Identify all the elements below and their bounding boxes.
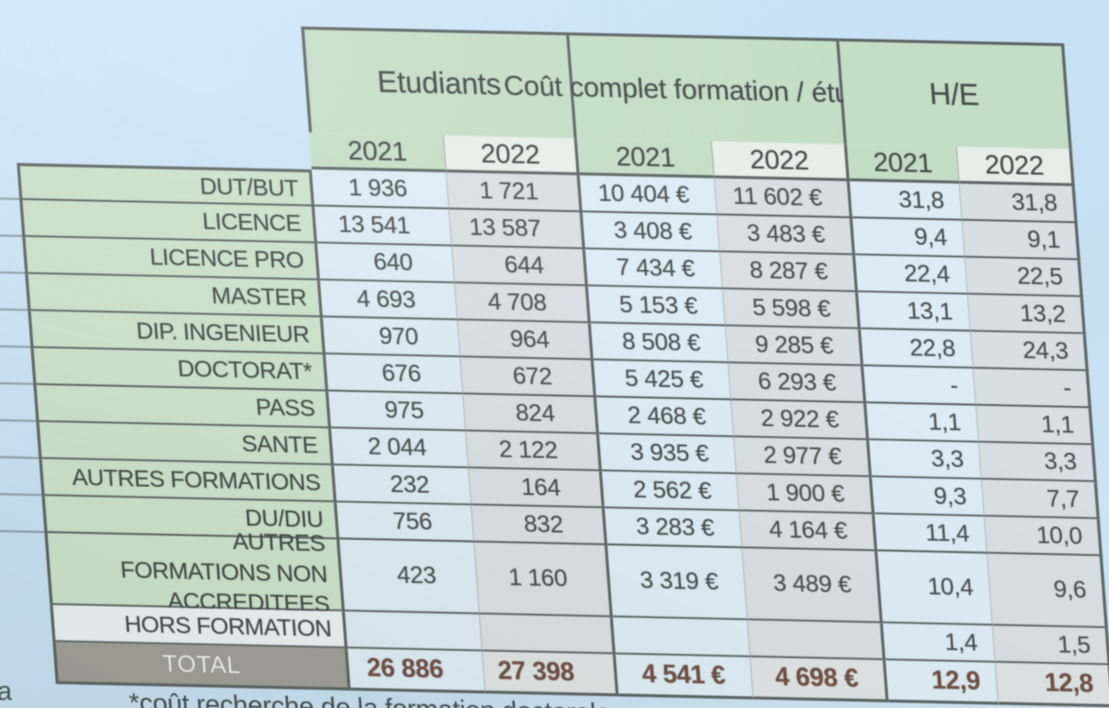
table-cell: 8 508 € (590, 323, 729, 364)
total-cell: 12,8 (995, 662, 1109, 708)
table-cell: 4 708 (455, 283, 591, 324)
year-header-cout-2022: 2022 (711, 141, 850, 182)
table-cell: 9,3 (871, 477, 985, 517)
table-cell: - (973, 368, 1092, 409)
table-cell (344, 611, 483, 652)
table-cell: 13,1 (858, 292, 971, 332)
cost-per-student-table: Etudiants Coût complet formation / étudi… (6, 20, 1109, 708)
table-cell: 5 153 € (588, 286, 726, 327)
total-cell: 12,9 (885, 660, 999, 705)
table-cell: 2 044 (331, 428, 469, 469)
table-cell: 22,5 (965, 257, 1084, 298)
table-cell: 2 468 € (596, 397, 735, 438)
table-cell: 2 122 (466, 431, 602, 472)
total-cell: 26 886 (347, 648, 486, 694)
table-cell: 22,8 (860, 329, 974, 369)
table-cell: 164 (468, 468, 605, 509)
table-cell: 24,3 (970, 331, 1089, 372)
table-cell: 3 319 € (607, 545, 748, 621)
table-grid: Etudiants Coût complet formation / étudi… (6, 20, 1109, 708)
table-cell: 232 (333, 465, 472, 506)
table-cell: 13 587 (449, 209, 586, 250)
col-group-he: H/E (839, 38, 1072, 150)
table-cell: 1,1 (866, 403, 980, 443)
table-cell: 11,4 (874, 514, 988, 554)
table-cell: 1 936 (311, 169, 450, 210)
table-cell: 832 (471, 505, 608, 546)
table-cell: 3 408 € (582, 212, 721, 253)
table-cell: 22,4 (855, 255, 969, 295)
table-cell: 423 (339, 539, 480, 615)
year-header-he-2021: 2021 (846, 144, 960, 184)
table-cell: 7 434 € (585, 249, 724, 290)
table-cell: 2 977 € (734, 437, 872, 478)
table-cell: 824 (463, 394, 600, 435)
table-cell: 3,3 (869, 440, 982, 480)
table-cell: - (863, 366, 977, 406)
table-cell: 9,1 (962, 220, 1081, 261)
table-cell: 13,2 (968, 294, 1086, 335)
col-group-cout: Coût complet formation / étudiant (503, 32, 911, 145)
total-cell: 27 398 (482, 651, 619, 697)
table-cell: 1 900 € (736, 474, 875, 515)
total-cell: 4 541 € (615, 654, 754, 700)
table-cell: 3 483 € (717, 215, 856, 256)
table-cell: 672 (460, 357, 597, 398)
table-cell: 640 (317, 243, 456, 284)
table-cell: 2 922 € (731, 400, 870, 441)
total-row-label: TOTAL (52, 642, 351, 691)
table-cell: 10 404 € (579, 175, 718, 216)
row-label: AUTRES FORMATIONS NON ACCREDITEES (44, 528, 345, 617)
table-cell: 3 935 € (599, 434, 737, 475)
table-cell: 3 489 € (742, 548, 883, 624)
table-cell: 10,4 (877, 551, 993, 626)
header-spacer (6, 20, 309, 132)
edge-text-fragment: a (0, 676, 13, 706)
table-cell: 4 693 (320, 280, 458, 321)
table-cell: 1,1 (976, 405, 1095, 446)
year-header-he-2022: 2022 (956, 146, 1075, 187)
table-cell: 975 (328, 391, 467, 432)
table-cell (747, 620, 886, 661)
table-cell: 3 283 € (604, 508, 743, 549)
table-cell: 1 721 (446, 172, 583, 213)
table-cell: 8 287 € (720, 252, 859, 293)
table-cell (612, 617, 751, 658)
table-cell (479, 614, 616, 655)
year-header-etudiants-2022: 2022 (443, 135, 580, 176)
table-cell: 644 (452, 246, 589, 287)
table-cell: 13 541 (314, 206, 453, 247)
table-cell: 11 602 € (714, 178, 853, 219)
table-cell: 4 164 € (739, 511, 878, 552)
table-cell: 676 (325, 354, 464, 395)
table-cell: 7,7 (981, 479, 1100, 520)
table-cell: 756 (336, 502, 475, 543)
table-cell: 5 425 € (593, 360, 732, 401)
table-cell: 1 160 (474, 542, 613, 618)
table-cell: 9,4 (852, 218, 966, 258)
table-cell: 970 (322, 317, 461, 358)
total-cell: 4 698 € (750, 657, 889, 703)
table-cell: 1,4 (882, 623, 996, 663)
table-cell: 9 285 € (725, 326, 864, 367)
table-cell: 31,8 (959, 183, 1078, 224)
table-cell: 10,0 (984, 516, 1103, 557)
year-header-cout-2021: 2021 (576, 138, 715, 179)
table-cell: 3,3 (979, 442, 1097, 483)
table-cell: 964 (457, 320, 594, 361)
year-header-etudiants-2021: 2021 (308, 132, 447, 173)
table-cell: 2 562 € (601, 471, 740, 512)
table-cell: 31,8 (849, 181, 963, 221)
table-cell: 6 293 € (728, 363, 867, 404)
table-cell: 9,6 (987, 553, 1108, 629)
table-cell: 1,5 (992, 625, 1109, 666)
table-cell: 5 598 € (723, 289, 861, 330)
